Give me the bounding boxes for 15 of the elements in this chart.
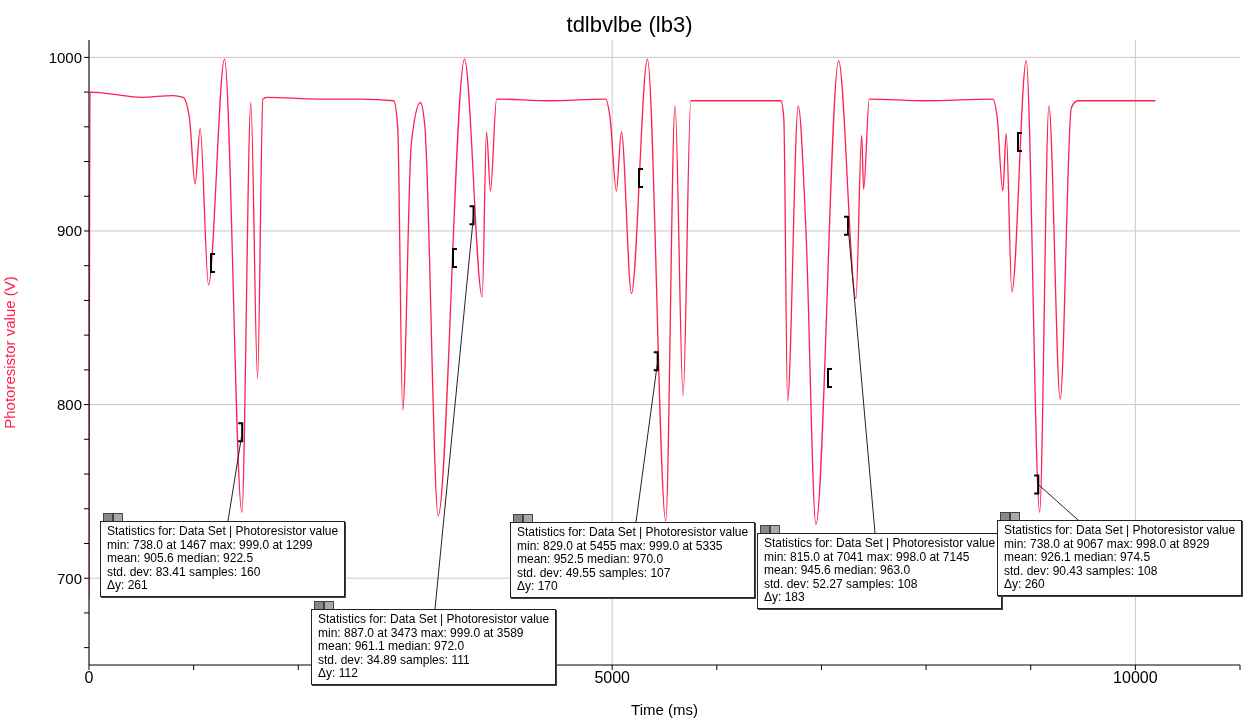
annotation: Statistics for: Data Set | Photoresistor value min: 829.0 at 5455 max: 999.0 at 5335 mean: 952.5 median: 970.0 std. dev: 49.55 samples: 107 Δy: 170 [510, 522, 756, 598]
x-tick-label: 10000 [1113, 669, 1158, 687]
y-tick-label: 900 [56, 222, 82, 240]
y-tick-label: 700 [56, 569, 82, 587]
annotation: Statistics for: Data Set | Photoresistor value min: 738.0 at 1467 max: 999.0 at 1299 mean: 905.6 median: 922.5 std. dev: 83.41 samples: 160 Δy: 261 [100, 521, 346, 597]
annotation: Statistics for: Data Set | Photoresistor value min: 887.0 at 3473 max: 999.0 at 3589 mean: 961.1 median: 972.0 std. dev: 34.89 samples: 111 Δy: 112 [311, 609, 557, 685]
annotation: Statistics for: Data Set | Photoresistor value min: 738.0 at 9067 max: 998.0 at 8929 mean: 926.1 median: 974.5 std. dev: 90.43 samples: 108 Δy: 260 [997, 520, 1243, 596]
annotation: Statistics for: Data Set | Photoresistor value min: 815.0 at 7041 max: 998.0 at 7145 mean: 945.6 median: 963.0 std. dev: 52.27 samples: 108 Δy: 183 [757, 533, 1003, 609]
chart-title: tdlbvlbe (lb3) [565, 12, 694, 38]
x-axis-title: Time (ms) [631, 701, 698, 718]
x-tick-label: 0 [84, 669, 94, 687]
x-tick-label: 5000 [594, 669, 631, 687]
y-tick-label: 800 [56, 395, 82, 413]
y-tick-label: 1000 [48, 48, 82, 66]
y-axis-title: Photoresistor value (V) [1, 276, 19, 429]
